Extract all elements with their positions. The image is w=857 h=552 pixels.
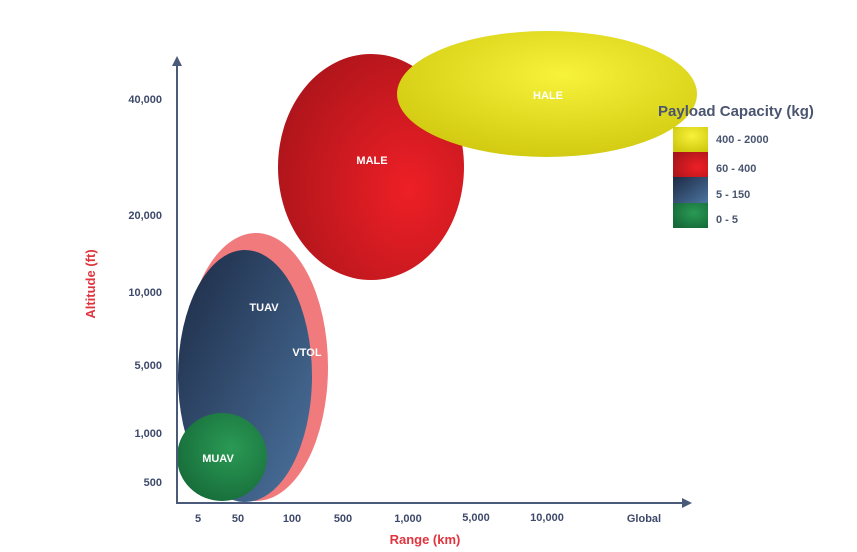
legend-label: 400 - 2000 [716, 134, 769, 146]
label-muav: MUAV [202, 453, 234, 465]
x-tick: 5 [195, 513, 201, 525]
bubble-hale [397, 31, 697, 157]
legend-title: Payload Capacity (kg) [658, 103, 814, 120]
legend-swatch-yellow [673, 127, 708, 152]
legend-swatch-green [673, 203, 708, 228]
legend-label: 5 - 150 [716, 189, 750, 201]
legend-label: 60 - 400 [716, 163, 756, 175]
y-tick: 40,000 [128, 94, 162, 106]
label-vtol: VTOL [292, 347, 321, 359]
bubble-muav [177, 413, 267, 501]
x-tick: Global [627, 513, 661, 525]
x-tick: 50 [232, 513, 244, 525]
x-tick: 1,000 [394, 513, 422, 525]
x-tick: 5,000 [462, 512, 490, 524]
x-tick: 10,000 [530, 512, 564, 524]
legend-swatch-red [673, 152, 708, 177]
x-axis-arrow [682, 498, 692, 508]
label-male: MALE [356, 155, 387, 167]
y-tick: 20,000 [128, 210, 162, 222]
y-tick: 1,000 [134, 428, 162, 440]
legend: Payload Capacity (kg) 400 - 2000 60 - 40… [658, 103, 814, 228]
y-tick: 500 [144, 477, 162, 489]
legend-swatch-blue [673, 177, 708, 203]
legend-label: 0 - 5 [716, 214, 738, 226]
x-tick: 500 [334, 513, 352, 525]
label-tuav: TUAV [249, 302, 279, 314]
x-tick: 100 [283, 513, 301, 525]
y-axis-arrow [172, 56, 182, 66]
y-axis-title: Altitude (ft) [83, 249, 98, 318]
y-tick: 10,000 [128, 287, 162, 299]
label-hale: HALE [533, 90, 563, 102]
x-axis-title: Range (km) [390, 532, 461, 547]
y-tick: 5,000 [134, 360, 162, 372]
